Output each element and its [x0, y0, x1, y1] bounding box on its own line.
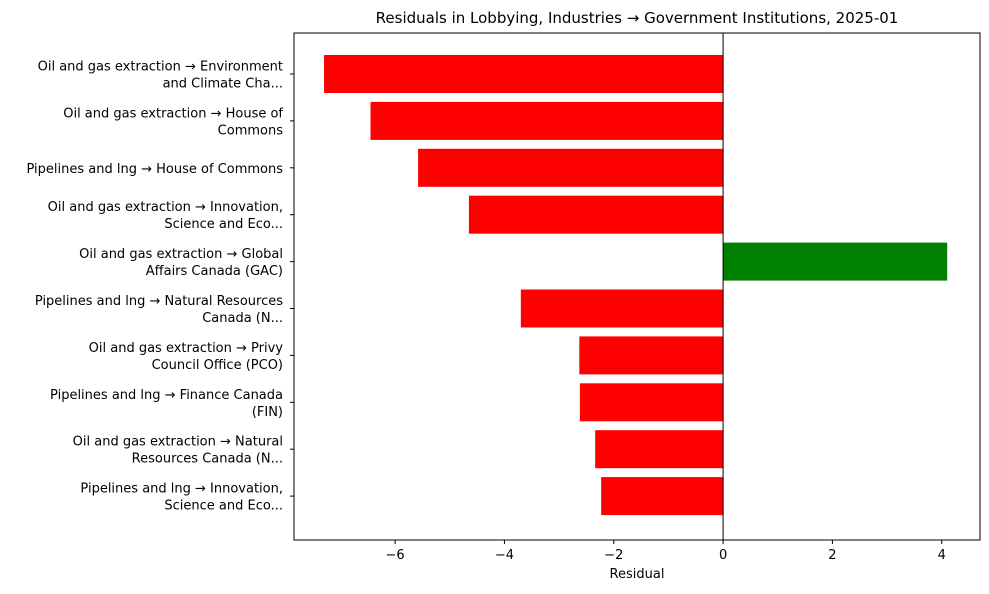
bar — [723, 242, 948, 281]
bar — [418, 148, 724, 187]
y-tick-label: Oil and gas extraction → Innovation, Scie… — [48, 200, 283, 232]
bar — [595, 430, 724, 469]
bar — [579, 336, 724, 375]
bar — [324, 55, 724, 93]
x-tick-label: 2 — [828, 548, 836, 563]
y-tick-label: Pipelines and lng → House of Commons — [27, 162, 284, 177]
bar — [601, 477, 724, 516]
x-tick-label: −4 — [495, 548, 514, 563]
y-tick-label: Pipelines and lng → Innovation, Science a… — [80, 482, 283, 514]
y-tick-label: Pipelines and lng → Finance Canada (FIN) — [50, 388, 283, 420]
x-axis: −6 −4 −2 0 2 4 — [386, 540, 946, 563]
bar — [370, 101, 724, 140]
y-tick-label: Pipelines and lng → Natural Resources Can… — [35, 294, 283, 326]
chart-title: Residuals in Lobbying, Industries → Gove… — [376, 9, 899, 27]
plot-frame — [293, 32, 981, 541]
y-tick-label: Oil and gas extraction → Natural Resource… — [73, 435, 283, 467]
bars-layer — [324, 55, 948, 516]
x-tick-label: 0 — [719, 548, 727, 563]
x-tick-label: −2 — [604, 548, 623, 563]
x-tick-label: 4 — [938, 548, 946, 563]
x-tick-label: −6 — [386, 548, 405, 563]
y-tick-label: Oil and gas extraction → Global Affairs C… — [79, 247, 283, 279]
bar — [468, 195, 724, 234]
bar — [579, 383, 724, 422]
y-axis: Oil and gas extraction → Environment and … — [27, 60, 294, 514]
bar — [520, 289, 724, 328]
y-tick-label: Oil and gas extraction → Privy Council Of… — [89, 341, 284, 373]
y-tick-label: Oil and gas extraction → Environment and … — [38, 60, 283, 92]
y-tick-label: Oil and gas extraction → House of Commons — [63, 106, 283, 138]
x-axis-label: Residual — [610, 567, 665, 582]
